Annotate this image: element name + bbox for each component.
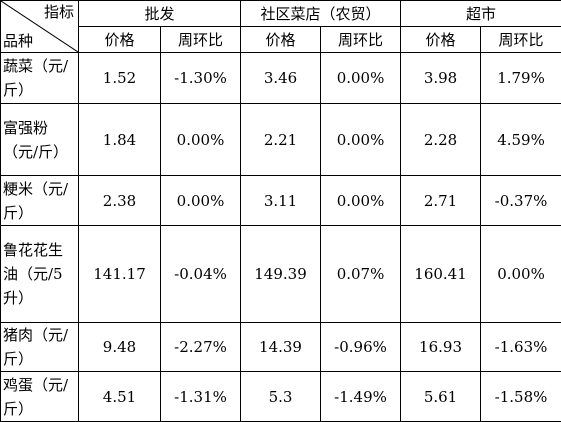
cell: 1.84 (79, 104, 161, 176)
data-row: 猪肉（元/斤）9.48-2.27%14.39-0.96%16.93-1.63% (1, 323, 561, 372)
cell: 9.48 (79, 323, 161, 372)
item-name: 鸡蛋（元/斤） (1, 372, 79, 422)
subheader: 价格 (79, 27, 161, 53)
item-name: 蔬菜（元/斤） (1, 53, 79, 104)
cell: -2.27% (161, 323, 241, 372)
cell: -1.63% (481, 323, 561, 372)
cell: 2.71 (401, 176, 481, 226)
subheader: 价格 (241, 27, 321, 53)
corner-cell: 指标 品种 (1, 1, 79, 53)
cell: 4.51 (79, 372, 161, 422)
group-header: 社区菜店（农贸） (241, 1, 401, 27)
cell: 3.11 (241, 176, 321, 226)
group-header: 批发 (79, 1, 241, 27)
corner-bottom: 品种 (3, 30, 33, 52)
cell: 141.17 (79, 226, 161, 323)
cell: 2.28 (401, 104, 481, 176)
data-row: 鸡蛋（元/斤）4.51-1.31%5.3-1.49%5.61-1.58% (1, 372, 561, 422)
cell: 160.41 (401, 226, 481, 323)
cell: -1.58% (481, 372, 561, 422)
subheader: 周环比 (161, 27, 241, 53)
group-header: 超市 (401, 1, 561, 27)
corner-top: 指标 (44, 1, 74, 23)
cell: -1.49% (321, 372, 401, 422)
cell: 14.39 (241, 323, 321, 372)
cell: 149.39 (241, 226, 321, 323)
cell: -0.04% (161, 226, 241, 323)
cell: 0.00% (161, 104, 241, 176)
cell: 2.21 (241, 104, 321, 176)
cell: 0.00% (321, 53, 401, 104)
header-row: 指标 品种 批发社区菜店（农贸）超市 (1, 1, 561, 27)
cell: 0.00% (161, 176, 241, 226)
subheader-row: 价格周环比价格周环比价格周环比 (1, 27, 561, 53)
cell: 0.00% (481, 226, 561, 323)
cell: 3.46 (241, 53, 321, 104)
cell: 16.93 (401, 323, 481, 372)
cell: 0.07% (321, 226, 401, 323)
cell: 1.79% (481, 53, 561, 104)
cell: -0.96% (321, 323, 401, 372)
subheader: 周环比 (321, 27, 401, 53)
cell: -0.37% (481, 176, 561, 226)
cell: 2.38 (79, 176, 161, 226)
item-name: 富强粉（元/斤） (1, 104, 79, 176)
cell: 5.3 (241, 372, 321, 422)
subheader: 周环比 (481, 27, 561, 53)
item-name: 粳米（元/斤） (1, 176, 79, 226)
cell: 3.98 (401, 53, 481, 104)
cell: 0.00% (321, 176, 401, 226)
item-name: 鲁花花生油（元/5升） (1, 226, 79, 323)
cell: 4.59% (481, 104, 561, 176)
subheader: 价格 (401, 27, 481, 53)
cell: -1.30% (161, 53, 241, 104)
item-name: 猪肉（元/斤） (1, 323, 79, 372)
cell: -1.31% (161, 372, 241, 422)
cell: 0.00% (321, 104, 401, 176)
cell: 1.52 (79, 53, 161, 104)
cell: 5.61 (401, 372, 481, 422)
